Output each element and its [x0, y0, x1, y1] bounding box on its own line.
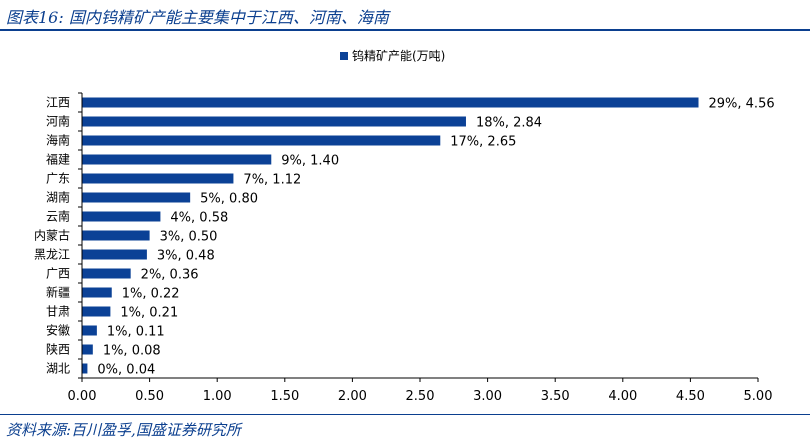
x-tick-label: 4.50 [676, 389, 705, 404]
category-label: 黑龙江 [34, 248, 70, 262]
chart-axes: 0.00 0.50 1.00 1.50 2.00 2.50 3.00 3.50 4.00 4.50… [68, 92, 773, 404]
data-label: 18%, 2.84 [476, 116, 542, 131]
category-label: 江西 [46, 96, 70, 110]
x-tick-label: 0.50 [135, 389, 164, 404]
data-label: 0%, 0.04 [97, 363, 155, 378]
category-label: 甘肃 [46, 305, 70, 319]
bar-12 [82, 325, 97, 336]
data-label: 9%, 1.40 [281, 154, 339, 169]
data-label: 1%, 0.21 [120, 306, 178, 321]
data-label: 1%, 0.11 [107, 325, 165, 340]
x-tick-label: 0.00 [68, 389, 97, 404]
bar-10 [82, 287, 112, 298]
legend-swatch [340, 52, 348, 60]
chart-bars: 江西 29%, 4.56 河南 18%, 2.84 海南 17%, 2.65 福建 9%, 1… [34, 96, 775, 378]
data-label: 3%, 0.50 [160, 230, 218, 245]
category-label: 湖北 [46, 361, 70, 376]
bar-14 [82, 363, 88, 374]
bar-4 [82, 173, 234, 184]
bar-8 [82, 249, 147, 260]
footer-divider [0, 414, 810, 415]
bar-3 [82, 154, 272, 165]
page-title: 图表16: 国内钨精矿产能主要集中于江西、河南、海南 [6, 4, 389, 28]
x-tick-label: 2.50 [406, 389, 435, 404]
bar-11 [82, 306, 111, 317]
category-label: 海南 [46, 133, 70, 148]
x-tick-label: 5.00 [744, 389, 773, 404]
bar-0 [82, 97, 699, 108]
x-tick-label: 3.50 [541, 389, 570, 404]
data-label: 17%, 2.65 [450, 135, 516, 150]
category-label: 广西 [46, 267, 70, 281]
title-divider [0, 29, 810, 31]
category-label: 河南 [46, 114, 70, 129]
data-label: 7%, 1.12 [243, 173, 301, 188]
bar-6 [82, 211, 161, 222]
figure-title: 国内钨精矿产能主要集中于江西、河南、海南 [68, 8, 389, 27]
x-tick-label: 3.00 [473, 389, 502, 404]
bar-2 [82, 135, 441, 146]
data-label: 2%, 0.36 [141, 268, 199, 283]
figure-label: 图表16: [6, 8, 64, 27]
x-tick-label: 4.00 [608, 389, 637, 404]
category-label: 广东 [46, 172, 70, 186]
data-label: 1%, 0.08 [103, 344, 161, 359]
category-label: 陕西 [46, 342, 70, 357]
data-label: 5%, 0.80 [200, 192, 258, 207]
bar-13 [82, 344, 93, 355]
legend-label: 钨精矿产能(万吨) [352, 48, 445, 63]
category-label: 安徽 [46, 323, 70, 338]
x-tick-label: 2.00 [338, 389, 367, 404]
category-label: 内蒙古 [34, 228, 70, 243]
bar-1 [82, 116, 466, 127]
bar-5 [82, 192, 191, 203]
data-label: 3%, 0.48 [157, 249, 215, 264]
data-label: 1%, 0.22 [122, 287, 180, 302]
bar-7 [82, 230, 150, 241]
x-tick-label: 1.00 [203, 389, 232, 404]
data-label: 4%, 0.58 [170, 211, 228, 226]
category-label: 新疆 [46, 285, 70, 300]
bar-9 [82, 268, 131, 279]
data-label: 29%, 4.56 [709, 97, 775, 112]
chart-legend: 钨精矿产能(万吨) [340, 48, 445, 63]
category-label: 湖南 [46, 190, 70, 205]
category-label: 云南 [46, 209, 70, 224]
source-note: 资料来源:百川盈孚,国盛证券研究所 [6, 421, 241, 439]
title-bar: 图表16: 国内钨精矿产能主要集中于江西、河南、海南 [0, 0, 810, 31]
x-tick-label: 1.50 [270, 389, 299, 404]
category-label: 福建 [46, 152, 70, 167]
